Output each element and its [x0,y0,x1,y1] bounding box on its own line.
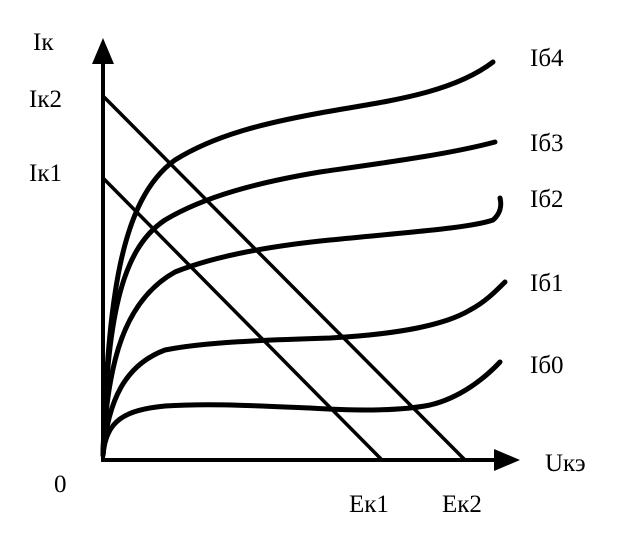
curve-label-ib3: Iб3 [530,130,564,157]
curve-ib3 [100,139,498,458]
curve-ib0 [100,359,503,458]
x-axis-arrow [494,449,520,471]
curve-label-ib0: Iб0 [530,352,564,379]
origin-label: 0 [54,471,67,498]
curve-label-ib4: Iб4 [530,45,564,72]
y-axis-label: Iк [33,29,54,56]
curve-ib1 [100,279,508,458]
ik1-label: Iк1 [29,160,62,187]
curve-label-ib2: Iб2 [530,186,564,213]
curve-ib4 [100,59,496,458]
ek2-label: Eк2 [442,491,482,518]
ik2-label: Iк2 [29,86,62,113]
y-axis-arrow [92,38,114,64]
load-line-2 [101,94,467,462]
load-line-1 [101,176,384,462]
curve-ib2 [100,195,504,458]
curve-label-ib1: Iб1 [530,270,564,297]
ek1-label: Eк1 [349,491,389,518]
x-axis-label: Uкэ [545,450,586,477]
